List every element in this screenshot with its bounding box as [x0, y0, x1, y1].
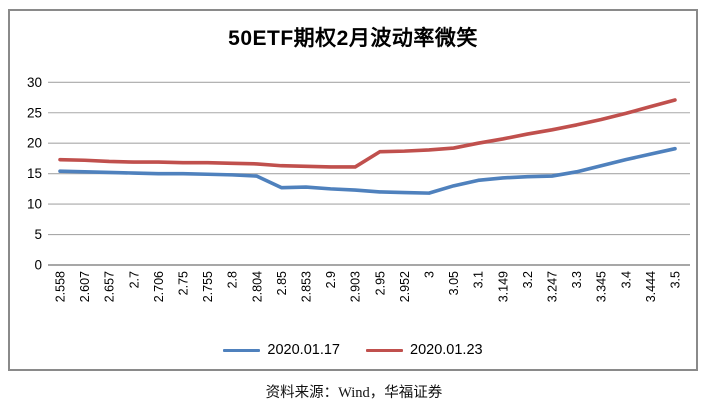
legend-item: 2020.01.17 — [223, 342, 340, 358]
y-tick-label: 10 — [27, 197, 42, 212]
x-tick-label: 3.5 — [669, 271, 683, 288]
source-note: 资料来源：Wind，华福证券 — [265, 385, 443, 401]
x-tick-label: 2.952 — [398, 271, 412, 302]
legend-label: 2020.01.17 — [267, 342, 340, 358]
x-tick-label: 3.444 — [644, 271, 658, 302]
x-tick-label: 2.75 — [177, 271, 191, 295]
x-tick-label: 2.8 — [226, 271, 240, 288]
x-tick-label: 2.85 — [275, 271, 289, 295]
x-tick-label: 3 — [423, 271, 437, 278]
x-tick-label: 3.05 — [447, 271, 461, 295]
y-tick-label: 5 — [34, 227, 42, 242]
x-tick-label: 2.706 — [152, 271, 166, 302]
x-tick-label: 3.149 — [496, 271, 510, 302]
x-tick-label: 2.558 — [54, 271, 68, 302]
x-tick-label: 2.7 — [127, 271, 141, 288]
series-line — [58, 146, 677, 195]
y-tick-label: 0 — [34, 258, 42, 273]
x-tick-label: 2.607 — [78, 271, 92, 302]
legend: 2020.01.17 2020.01.23 — [10, 342, 696, 358]
y-tick-label: 30 — [27, 75, 42, 90]
x-tick-label: 3.2 — [521, 271, 535, 288]
x-tick-label: 3.345 — [595, 271, 609, 302]
x-tick-label: 2.755 — [201, 271, 215, 302]
x-tick-label: 2.853 — [300, 271, 314, 302]
y-tick-label: 25 — [27, 105, 42, 120]
plot-area: 0 5 10 15 20 25 30 2.558 2.607 2.657 2.7 2.706 2.75 2… — [27, 75, 690, 302]
x-tick-label: 2.657 — [103, 271, 117, 302]
x-tick-label: 3.247 — [546, 271, 560, 302]
series-line — [58, 98, 677, 169]
x-tick-label: 3.4 — [619, 271, 633, 288]
y-tick-label: 15 — [27, 166, 42, 181]
legend-line-sample — [223, 348, 261, 352]
x-tick-label: 2.804 — [250, 271, 264, 302]
legend-label: 2020.01.23 — [410, 342, 483, 358]
chart-title: 50ETF期权2月波动率微笑 — [228, 27, 478, 50]
x-tick-label: 3.1 — [472, 271, 486, 288]
legend-item: 2020.01.23 — [366, 342, 483, 358]
legend-line-sample — [366, 348, 403, 352]
x-tick-label: 2.9 — [324, 271, 338, 288]
x-tick-label: 2.903 — [349, 271, 363, 302]
y-tick-label: 20 — [27, 136, 42, 151]
chart-frame: 50ETF期权2月波动率微笑 0 5 10 15 20 25 30 2.558 2.607 2.6… — [8, 9, 698, 371]
x-tick-label: 3.3 — [570, 271, 584, 288]
x-tick-label: 2.95 — [373, 271, 387, 295]
